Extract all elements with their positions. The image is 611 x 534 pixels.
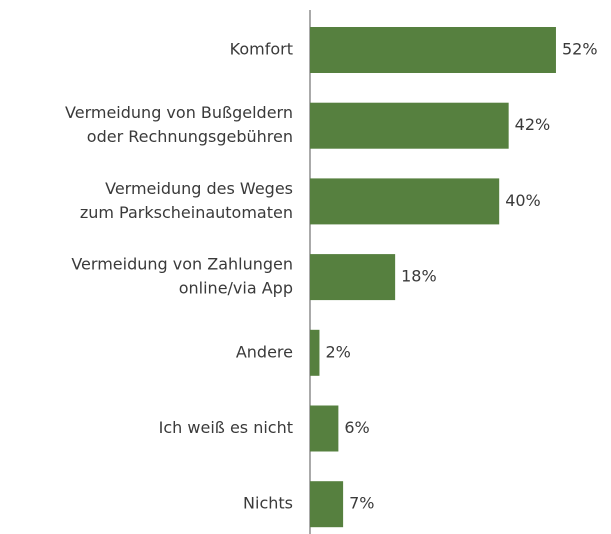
value-label: 40%	[505, 191, 541, 210]
value-label: 42%	[515, 115, 551, 134]
bar	[310, 481, 344, 528]
bar	[310, 178, 500, 225]
bar	[310, 405, 339, 452]
category-label: zum Parkscheinautomaten	[80, 203, 293, 222]
category-label: Nichts	[243, 494, 293, 513]
category-label: Komfort	[230, 40, 293, 59]
bar	[310, 329, 320, 376]
category-label: online/via App	[179, 279, 293, 298]
value-label: 6%	[344, 418, 369, 437]
bar	[310, 27, 556, 73]
value-label: 2%	[325, 342, 350, 361]
category-label: Vermeidung des Weges	[105, 179, 293, 198]
category-label: Andere	[236, 342, 293, 361]
bar	[310, 102, 509, 149]
value-label: 52%	[562, 40, 598, 59]
category-label: Vermeidung von Zahlungen	[71, 255, 293, 274]
value-label: 18%	[401, 267, 437, 286]
category-label: Vermeidung von Bußgeldern	[65, 103, 293, 122]
bar	[310, 254, 396, 301]
category-label: oder Rechnungsgebühren	[87, 127, 293, 146]
category-label: Ich weiß es nicht	[159, 418, 293, 437]
value-label: 7%	[349, 494, 374, 513]
